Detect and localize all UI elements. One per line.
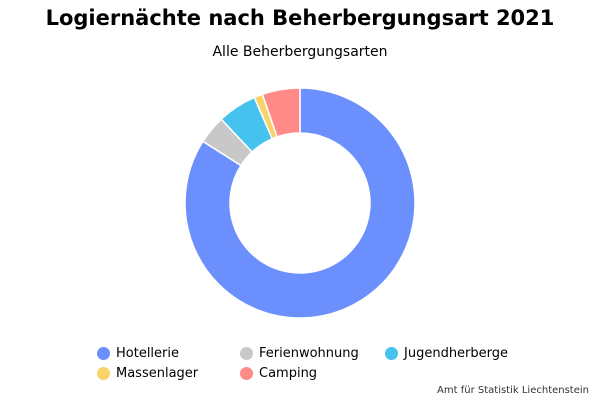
source-credit: Amt für Statistik Liechtenstein [437, 385, 589, 396]
legend-label: Massenlager [116, 366, 199, 381]
legend-label: Ferienwohnung [259, 346, 359, 361]
chart-title: Logiernächte nach Beherbergungsart 2021 [45, 6, 555, 30]
donut-slice-camping[interactable] [261, 87, 301, 138]
legend-item-camping[interactable]: Camping [240, 365, 385, 382]
legend-label: Camping [259, 366, 318, 381]
legend-item-hotellerie[interactable]: Hotellerie [97, 345, 240, 362]
donut-slice-hotellerie[interactable] [184, 87, 416, 319]
legend-item-ferienwohnung[interactable]: Ferienwohnung [240, 345, 385, 362]
legend-swatch [97, 367, 110, 380]
legend: Hotellerie Ferienwohnung Jugendherberge … [97, 345, 537, 382]
legend-item-jugendherberge[interactable]: Jugendherberge [385, 345, 525, 362]
legend-label: Jugendherberge [404, 346, 509, 361]
chart-subtitle: Alle Beherbergungsarten [212, 44, 388, 60]
legend-swatch [240, 367, 253, 380]
legend-swatch [240, 347, 253, 360]
legend-label: Hotellerie [116, 346, 180, 361]
legend-swatch [385, 347, 398, 360]
legend-item-massenlager[interactable]: Massenlager [97, 365, 240, 382]
donut-slices [184, 87, 416, 319]
legend-swatch [97, 347, 110, 360]
